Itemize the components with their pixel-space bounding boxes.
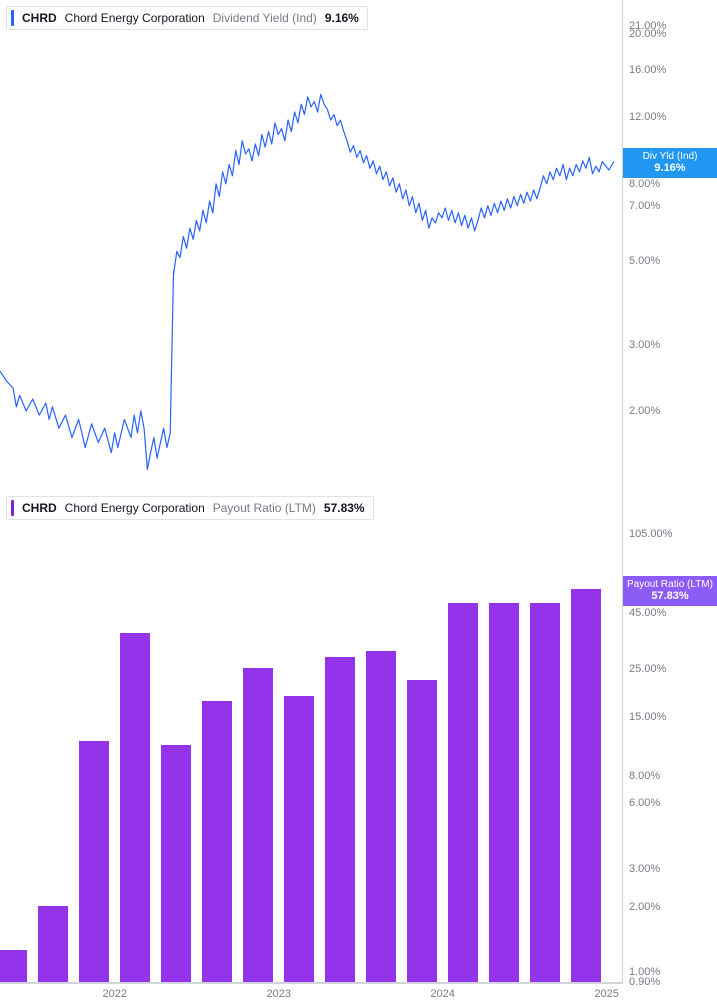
top-y-axis[interactable]: 21.00%20.00%16.00%12.00%9.00%8.00%7.00%5…: [623, 0, 717, 490]
y-tick-label: 0.90%: [629, 976, 660, 988]
x-tick-label: 2024: [430, 988, 454, 1000]
y-tick-label: 2.00%: [629, 405, 660, 417]
legend-name: Chord Energy Corporation: [65, 11, 205, 25]
bar: [38, 906, 68, 982]
legend-metric: Payout Ratio (LTM): [213, 501, 316, 515]
legend-ticker: CHRD: [22, 501, 57, 515]
y-tick-label: 45.00%: [629, 607, 666, 619]
dividend-yield-chart[interactable]: CHRD Chord Energy Corporation Dividend Y…: [0, 0, 717, 490]
bottom-legend[interactable]: CHRD Chord Energy Corporation Payout Rat…: [6, 496, 374, 520]
bar: [0, 950, 27, 982]
bar: [79, 741, 109, 982]
y-tick-label: 15.00%: [629, 711, 666, 723]
bar: [407, 680, 437, 982]
x-tick-label: 2022: [103, 988, 127, 1000]
y-tick-label: 3.00%: [629, 339, 660, 351]
legend-value: 9.16%: [325, 11, 359, 25]
bar: [120, 633, 150, 982]
bar: [284, 696, 314, 982]
x-tick-label: 2023: [266, 988, 290, 1000]
x-axis[interactable]: 2022 2023 2024 2025: [0, 983, 623, 1005]
y-tick-label: 12.00%: [629, 111, 666, 123]
legend-name: Chord Energy Corporation: [65, 501, 205, 515]
bar: [366, 651, 396, 982]
y-tick-label: 7.00%: [629, 200, 660, 212]
y-tick-label: 25.00%: [629, 663, 666, 675]
y-tick-label: 2.00%: [629, 901, 660, 913]
bar: [489, 603, 519, 982]
legend-value: 57.83%: [324, 501, 365, 515]
top-plot-area[interactable]: CHRD Chord Energy Corporation Dividend Y…: [0, 0, 623, 490]
bar-plot: [0, 490, 622, 982]
legend-metric: Dividend Yield (Ind): [213, 11, 317, 25]
bar: [448, 603, 478, 982]
legend-ticker: CHRD: [22, 11, 57, 25]
x-tick-label: 2025: [594, 988, 618, 1000]
y-tick-label: 8.00%: [629, 770, 660, 782]
bottom-plot-area[interactable]: CHRD Chord Energy Corporation Payout Rat…: [0, 490, 623, 983]
bar: [243, 668, 273, 982]
bar: [530, 603, 560, 982]
bar: [325, 657, 355, 982]
legend-color-bar: [11, 10, 14, 26]
y-tick-label: 20.00%: [629, 28, 666, 40]
y-tick-label: 3.00%: [629, 863, 660, 875]
y-tick-label: 16.00%: [629, 64, 666, 76]
current-value-badge: Div Yld (Ind)9.16%: [623, 148, 717, 178]
line-plot-svg: [0, 0, 622, 490]
bar: [161, 745, 191, 982]
bar: [202, 701, 232, 982]
current-value-badge: Payout Ratio (LTM)57.83%: [623, 576, 717, 606]
chart-container: CHRD Chord Energy Corporation Dividend Y…: [0, 0, 717, 1005]
top-legend[interactable]: CHRD Chord Energy Corporation Dividend Y…: [6, 6, 368, 30]
bar: [571, 589, 601, 982]
legend-color-bar: [11, 500, 14, 516]
y-tick-label: 8.00%: [629, 178, 660, 190]
y-tick-label: 5.00%: [629, 255, 660, 267]
y-tick-label: 6.00%: [629, 797, 660, 809]
payout-ratio-chart[interactable]: CHRD Chord Energy Corporation Payout Rat…: [0, 490, 717, 1005]
y-tick-label: 105.00%: [629, 528, 672, 540]
bottom-y-axis[interactable]: 105.00% 45.00% 25.00% 15.00% 8.00% 6.00% 3.00%…: [623, 490, 717, 983]
